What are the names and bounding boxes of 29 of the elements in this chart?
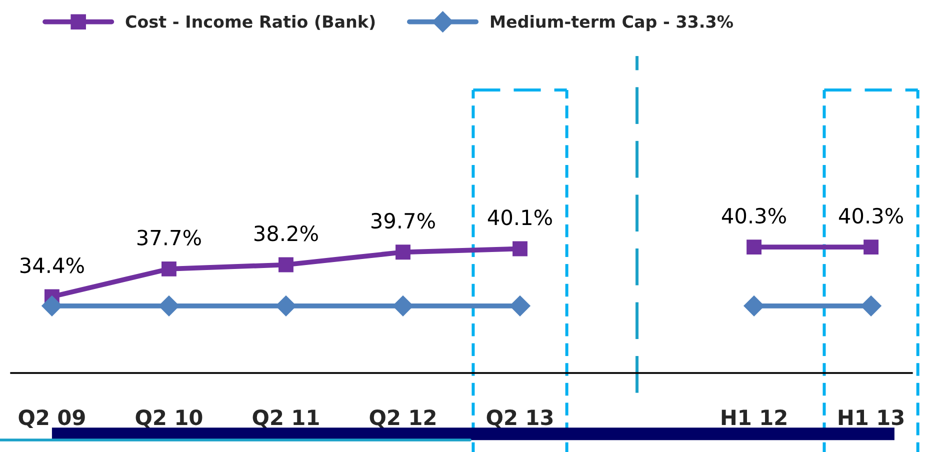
x-tick-label: Q2 11 — [252, 409, 319, 428]
point — [278, 257, 294, 272]
point — [512, 241, 528, 256]
point — [510, 296, 530, 316]
point — [392, 296, 414, 316]
point — [864, 240, 879, 255]
data-label: 40.3% — [838, 208, 903, 224]
point — [746, 240, 762, 255]
legend-label: Medium-term Cap - 33.3% — [490, 15, 733, 32]
point — [744, 296, 764, 316]
point — [860, 296, 882, 316]
legend-label: Cost - Income Ratio (Bank) — [126, 15, 375, 30]
data-label: 39.7% — [371, 212, 435, 229]
data-label: 37.7% — [137, 230, 201, 246]
x-tick-label: Q2 12 — [370, 409, 436, 428]
x-tick-label: H1 12 — [722, 409, 786, 425]
data-label: 40.1% — [488, 210, 552, 226]
x-tick-label: H1 13 — [838, 409, 904, 426]
point — [158, 296, 180, 316]
point — [42, 296, 62, 316]
x-tick-label: Q2 10 — [136, 409, 202, 428]
point — [162, 261, 176, 276]
data-label: 38.2% — [254, 226, 318, 242]
x-tick-label: Q2 13 — [486, 409, 553, 428]
point — [396, 244, 410, 260]
data-label: 34.4% — [20, 257, 84, 274]
point — [276, 296, 296, 316]
data-label: 40.3% — [722, 208, 786, 224]
x-tick-label: Q2 09 — [18, 409, 85, 428]
